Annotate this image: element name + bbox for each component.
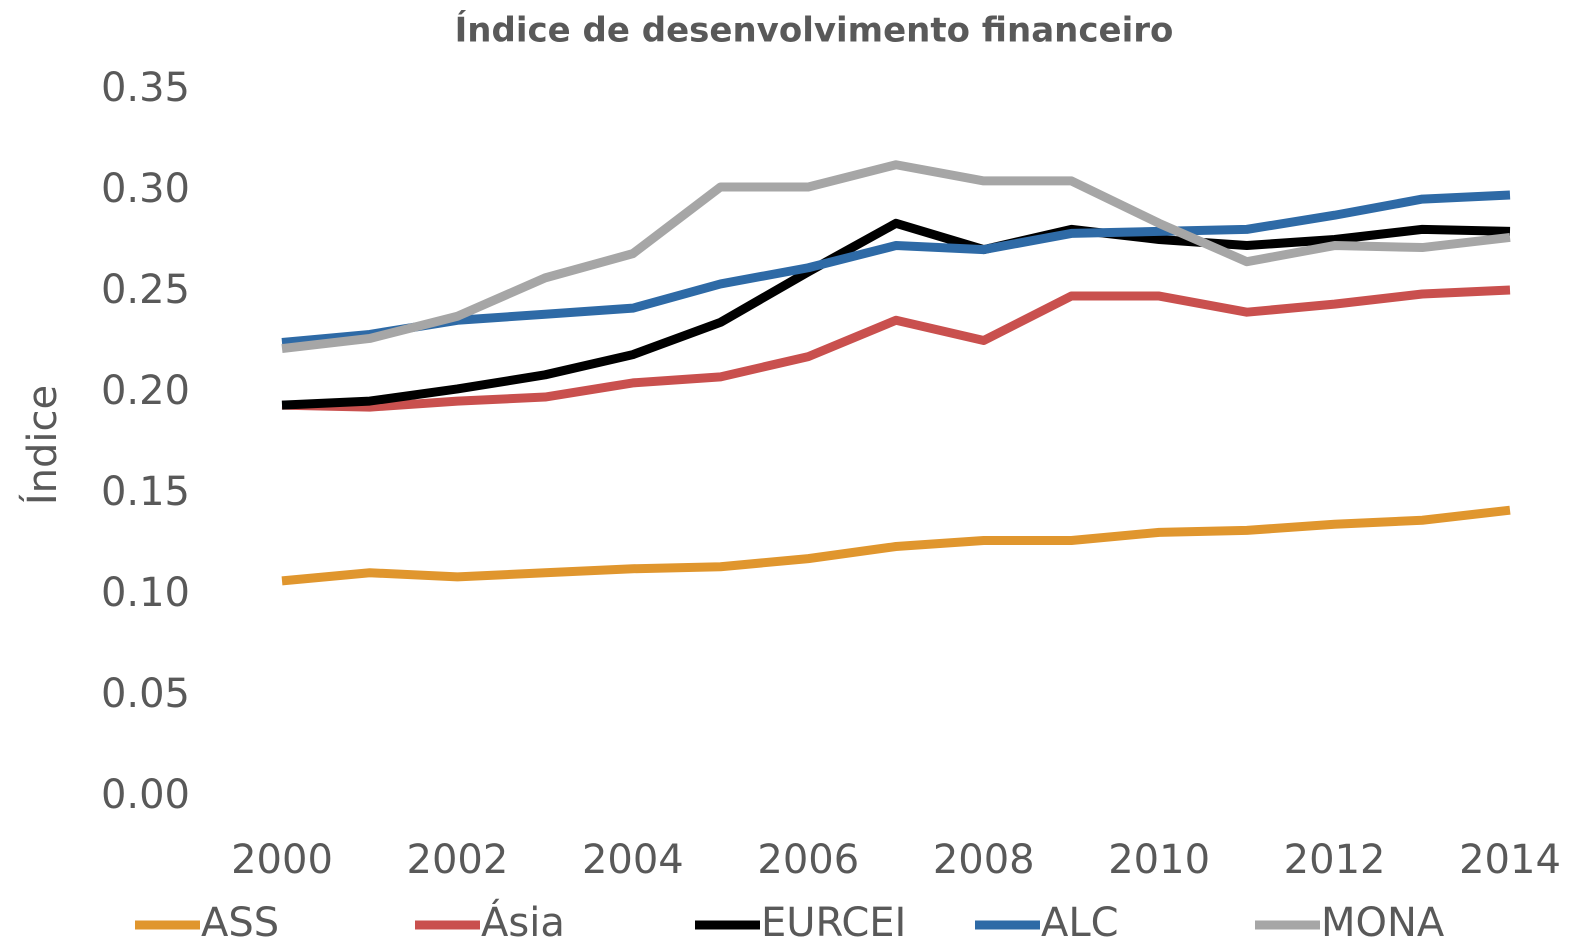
x-tick-label: 2000 [231, 837, 333, 883]
legend-label: EURCEI [761, 900, 906, 946]
x-tick-label: 2012 [1284, 837, 1386, 883]
x-tick-label: 2014 [1459, 837, 1561, 883]
x-tick-label: 2010 [1108, 837, 1210, 883]
y-tick-label: 0.05 [101, 671, 190, 717]
x-tick-label: 2004 [582, 837, 684, 883]
y-tick-label: 0.25 [101, 267, 190, 313]
series-line [281, 285, 1511, 412]
legend-label: ALC [1041, 900, 1119, 946]
x-tick-label: 2002 [407, 837, 509, 883]
y-tick-label: 0.20 [101, 368, 190, 414]
y-tick-label: 0.10 [101, 570, 190, 616]
x-tick-label: 2006 [757, 837, 859, 883]
series-line [281, 190, 1511, 347]
legend-label: Ásia [481, 898, 565, 946]
chart-title: Índice de desenvolvimento financeiro [455, 10, 1174, 51]
series-line [281, 505, 1511, 586]
y-axis-label: Índice [18, 385, 66, 505]
series-line [281, 218, 1511, 410]
y-tick-label: 0.15 [101, 469, 190, 515]
series-line [281, 160, 1511, 354]
y-tick-label: 0.30 [101, 166, 190, 212]
legend-label: ASS [201, 900, 279, 946]
y-tick-label: 0.35 [101, 65, 190, 111]
x-tick-label: 2008 [933, 837, 1035, 883]
y-tick-label: 0.00 [101, 772, 190, 818]
legend-label: MONA [1321, 900, 1445, 946]
